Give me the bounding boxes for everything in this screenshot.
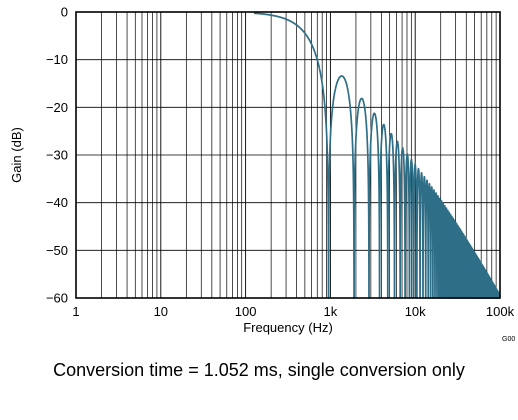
- y-tick-label: −20: [46, 100, 68, 115]
- x-axis-ticks: 1 10 100 1k 10k 100k: [72, 304, 514, 319]
- y-axis-title: Gain (dB): [9, 127, 24, 183]
- y-tick-label: −60: [46, 291, 68, 306]
- chart-caption: Conversion time = 1.052 ms, single conve…: [53, 360, 465, 380]
- x-tick-label: 1: [72, 304, 79, 319]
- series-line-gain: [253, 12, 501, 299]
- gain-vs-frequency-chart: 0 −10 −20 −30 −40 −50 −60 1 10 100 1k 10k 100k Gain…: [9, 5, 515, 344]
- y-tick-label: −40: [46, 195, 68, 210]
- y-tick-label: −30: [46, 148, 68, 163]
- y-tick-label: 0: [61, 5, 68, 20]
- y-tick-label: −50: [46, 243, 68, 258]
- x-tick-label: 10: [154, 304, 168, 319]
- figure-id-label: G00: [502, 336, 515, 343]
- series-gain: [253, 12, 501, 299]
- y-tick-label: −10: [46, 52, 68, 67]
- x-tick-label: 100k: [486, 304, 515, 319]
- x-tick-label: 10k: [405, 304, 426, 319]
- x-tick-label: 100: [235, 304, 257, 319]
- x-tick-label: 1k: [324, 304, 338, 319]
- x-axis-title: Frequency (Hz): [243, 320, 333, 335]
- plot-area-border: [75, 11, 501, 299]
- y-axis-ticks: 0 −10 −20 −30 −40 −50 −60: [46, 5, 68, 306]
